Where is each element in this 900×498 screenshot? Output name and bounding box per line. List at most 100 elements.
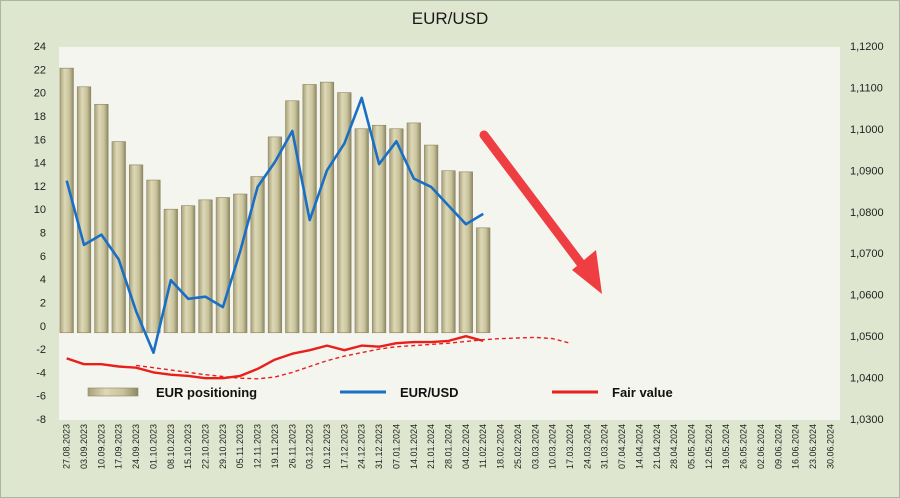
x-tick-label: 03.12.2023 xyxy=(305,424,315,469)
y-left-tick-label: 22 xyxy=(34,64,46,76)
x-tick-label: 30.06.2024 xyxy=(825,424,835,469)
y-right-tick-label: 1,0600 xyxy=(850,290,884,302)
x-tick-label: 02.06.2024 xyxy=(756,424,766,469)
x-tick-label: 23.06.2024 xyxy=(808,424,818,469)
x-tick-label: 24.12.2023 xyxy=(357,424,367,469)
x-tick-label: 24.03.2024 xyxy=(582,424,592,469)
y-right-tick-label: 1,1000 xyxy=(850,124,884,136)
bar-eur-positioning xyxy=(181,205,196,334)
x-tick-label: 26.05.2024 xyxy=(739,424,749,469)
x-tick-label: 10.03.2024 xyxy=(548,424,558,469)
x-tick-label: 12.05.2024 xyxy=(704,424,714,469)
trend-arrow-icon xyxy=(479,130,602,294)
x-tick-label: 01.10.2023 xyxy=(148,424,158,469)
y-left-tick-label: 2 xyxy=(40,297,46,309)
y-right-tick-label: 1,0300 xyxy=(850,414,884,426)
y-left-tick-label: 0 xyxy=(40,321,46,333)
bar-eur-positioning xyxy=(94,103,109,334)
x-tick-label: 27.08.2023 xyxy=(62,424,72,469)
x-tick-label: 08.10.2023 xyxy=(166,424,176,469)
x-tick-label: 17.12.2023 xyxy=(339,424,349,469)
x-tick-label: 29.10.2023 xyxy=(218,424,228,469)
x-tick-label: 22.10.2023 xyxy=(201,424,211,469)
x-tick-label: 31.12.2023 xyxy=(374,424,384,469)
bar-eur-positioning xyxy=(372,124,387,334)
y-left-tick-label: 6 xyxy=(40,251,46,263)
x-tick-label: 17.03.2024 xyxy=(565,424,575,469)
y-right-tick-label: 1,1200 xyxy=(850,41,884,53)
line-fair-value xyxy=(66,335,484,380)
bar-eur-positioning xyxy=(406,122,421,334)
bar-eur-positioning xyxy=(59,67,74,334)
legend-label: EUR positioning xyxy=(156,385,257,400)
x-tick-label: 07.01.2024 xyxy=(391,424,401,469)
bar-eur-positioning xyxy=(250,176,265,334)
y-left-tick-label: -4 xyxy=(36,367,46,379)
bar-eur-positioning xyxy=(163,208,178,334)
y-right-tick-label: 1,0500 xyxy=(850,331,884,343)
x-tick-label: 05.05.2024 xyxy=(686,424,696,469)
x-tick-label: 14.04.2024 xyxy=(634,424,644,469)
bar-eur-positioning xyxy=(476,227,491,334)
x-tick-label: 10.12.2023 xyxy=(322,424,332,469)
bar-eur-positioning xyxy=(337,92,352,334)
y-right-tick-label: 1,0700 xyxy=(850,248,884,260)
bar-eur-positioning xyxy=(285,100,300,334)
x-tick-label: 03.09.2023 xyxy=(79,424,89,469)
y-left-tick-label: 16 xyxy=(34,134,46,146)
bar-eur-positioning xyxy=(146,179,161,334)
x-tick-label: 17.09.2023 xyxy=(114,424,124,469)
y-left-tick-label: 10 xyxy=(34,204,46,216)
bar-eur-positioning xyxy=(215,197,230,334)
y-right-tick-label: 1,0400 xyxy=(850,373,884,385)
y-left-tick-label: -6 xyxy=(36,391,46,403)
y-left-tick-label: 14 xyxy=(34,158,46,170)
x-tick-label: 26.11.2023 xyxy=(287,424,297,468)
y-left-tick-label: 20 xyxy=(34,88,46,100)
x-tick-label: 24.09.2023 xyxy=(131,424,141,469)
y-right-tick-label: 1,1100 xyxy=(850,82,883,94)
bar-eur-positioning xyxy=(129,164,144,334)
x-tick-label: 25.02.2024 xyxy=(513,424,523,469)
chart-title: EUR/USD xyxy=(411,9,489,28)
y-left-tick-label: -2 xyxy=(36,344,46,356)
x-tick-label: 03.03.2024 xyxy=(530,424,540,469)
y-left-tick-label: 8 xyxy=(40,228,46,240)
x-tick-label: 12.11.2023 xyxy=(253,424,263,468)
legend-label: EUR/USD xyxy=(400,385,459,400)
bar-eur-positioning xyxy=(198,199,213,334)
x-tick-label: 21.04.2024 xyxy=(652,424,662,469)
x-tick-label: 07.04.2024 xyxy=(617,424,627,469)
bar-eur-positioning xyxy=(76,86,92,334)
bar-eur-positioning xyxy=(111,141,126,334)
legend-swatch-eur-positioning xyxy=(87,387,139,397)
x-tick-label: 11.02.2024 xyxy=(478,424,488,468)
x-tick-label: 05.11.2023 xyxy=(235,424,245,468)
bar-eur-positioning xyxy=(354,128,369,334)
legend-label: Fair value xyxy=(612,385,673,400)
line-fair-value-forecast xyxy=(136,336,571,380)
y-right-tick-label: 1,0900 xyxy=(850,165,884,177)
x-tick-label: 10.09.2023 xyxy=(96,424,106,469)
y-left-tick-label: 12 xyxy=(34,181,46,193)
bar-eur-positioning xyxy=(319,81,335,334)
x-tick-label: 28.01.2024 xyxy=(444,424,454,469)
x-tick-label: 04.02.2024 xyxy=(461,424,471,469)
y-left-tick-label: 18 xyxy=(34,111,46,123)
bar-eur-positioning xyxy=(458,171,473,334)
x-tick-label: 18.02.2024 xyxy=(496,424,506,469)
y-left-tick-label: 24 xyxy=(34,41,46,53)
y-left-tick-label: 4 xyxy=(40,274,46,286)
y-right-tick-label: 1,0800 xyxy=(850,207,884,219)
bar-eur-positioning xyxy=(267,136,283,334)
bar-eur-positioning xyxy=(233,193,248,334)
x-tick-label: 21.01.2024 xyxy=(426,424,436,469)
x-tick-label: 09.06.2024 xyxy=(773,424,783,469)
line-eur-usd xyxy=(65,96,484,354)
x-tick-label: 19.11.2023 xyxy=(270,424,280,468)
bar-eur-positioning xyxy=(302,84,317,334)
x-tick-label: 19.05.2024 xyxy=(721,424,731,469)
bar-eur-positioning xyxy=(424,144,439,334)
